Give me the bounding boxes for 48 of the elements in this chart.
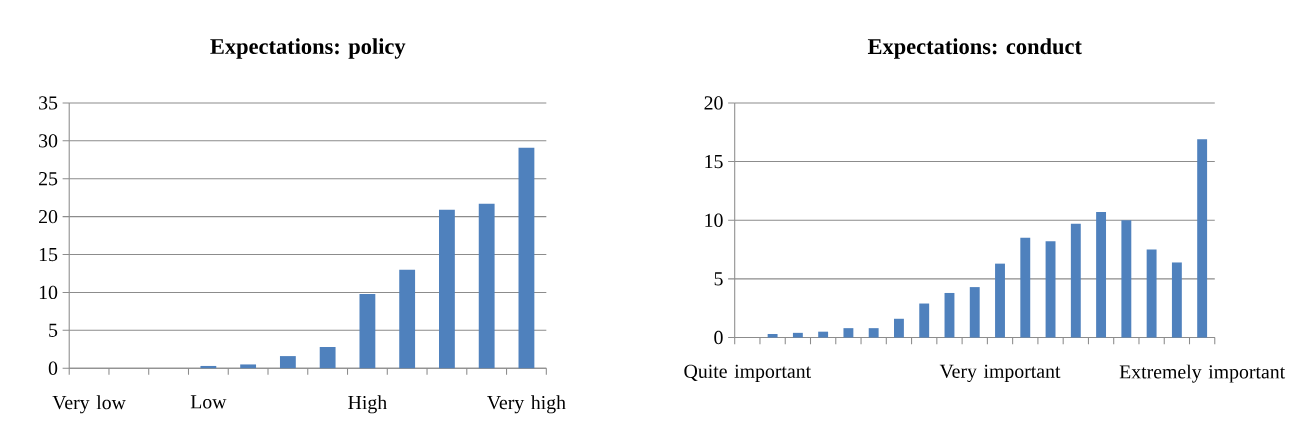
bar [944, 292, 955, 338]
y-tick-label: 15 [39, 247, 58, 261]
bar [1197, 139, 1208, 338]
x-tick-label: Very high [487, 395, 566, 414]
bar [1045, 241, 1056, 338]
bar [439, 209, 455, 369]
bar [1121, 220, 1132, 338]
bar [478, 203, 495, 369]
bar [868, 327, 879, 338]
y-tick-label: 15 [705, 154, 723, 169]
y-tick-label: 30 [39, 133, 58, 148]
bar [843, 327, 854, 338]
x-tick-label: Extremely important [1119, 364, 1286, 383]
bar [969, 286, 980, 338]
bar [518, 147, 535, 369]
y-tick-label: 35 [39, 96, 58, 110]
x-tick-label: Low [190, 395, 227, 409]
bar [359, 293, 376, 369]
bar [279, 355, 296, 369]
bar [767, 333, 778, 338]
y-tick-label: 0 [714, 330, 723, 345]
bar [893, 318, 904, 338]
x-tick-label: Quite important [684, 364, 812, 382]
y-tick-label: 0 [48, 361, 58, 375]
x-tick-label: Very low [52, 395, 126, 414]
bar [240, 364, 257, 369]
bar [1020, 237, 1031, 338]
y-tick-label: 20 [39, 209, 58, 224]
x-tick-label: High [348, 395, 387, 414]
x-tick-label: Very important [939, 364, 1061, 382]
y-tick-label: 10 [705, 213, 723, 227]
y-tick-label: 5 [714, 272, 723, 286]
bar [1146, 249, 1157, 338]
y-tick-label: 20 [704, 96, 723, 110]
bar [995, 263, 1005, 338]
bar [1096, 211, 1107, 338]
bar [919, 303, 930, 338]
bar [1070, 223, 1081, 338]
bar [1171, 262, 1182, 338]
y-tick-label: 25 [39, 171, 58, 186]
chart-title: Expectations: policy [210, 38, 406, 59]
bar [399, 269, 416, 369]
y-tick-label: 5 [49, 323, 58, 337]
y-tick-label: 10 [39, 285, 58, 299]
bar [792, 332, 803, 338]
chart-title: Expectations: conduct [867, 38, 1082, 59]
bar [319, 346, 336, 369]
bar [818, 331, 829, 338]
